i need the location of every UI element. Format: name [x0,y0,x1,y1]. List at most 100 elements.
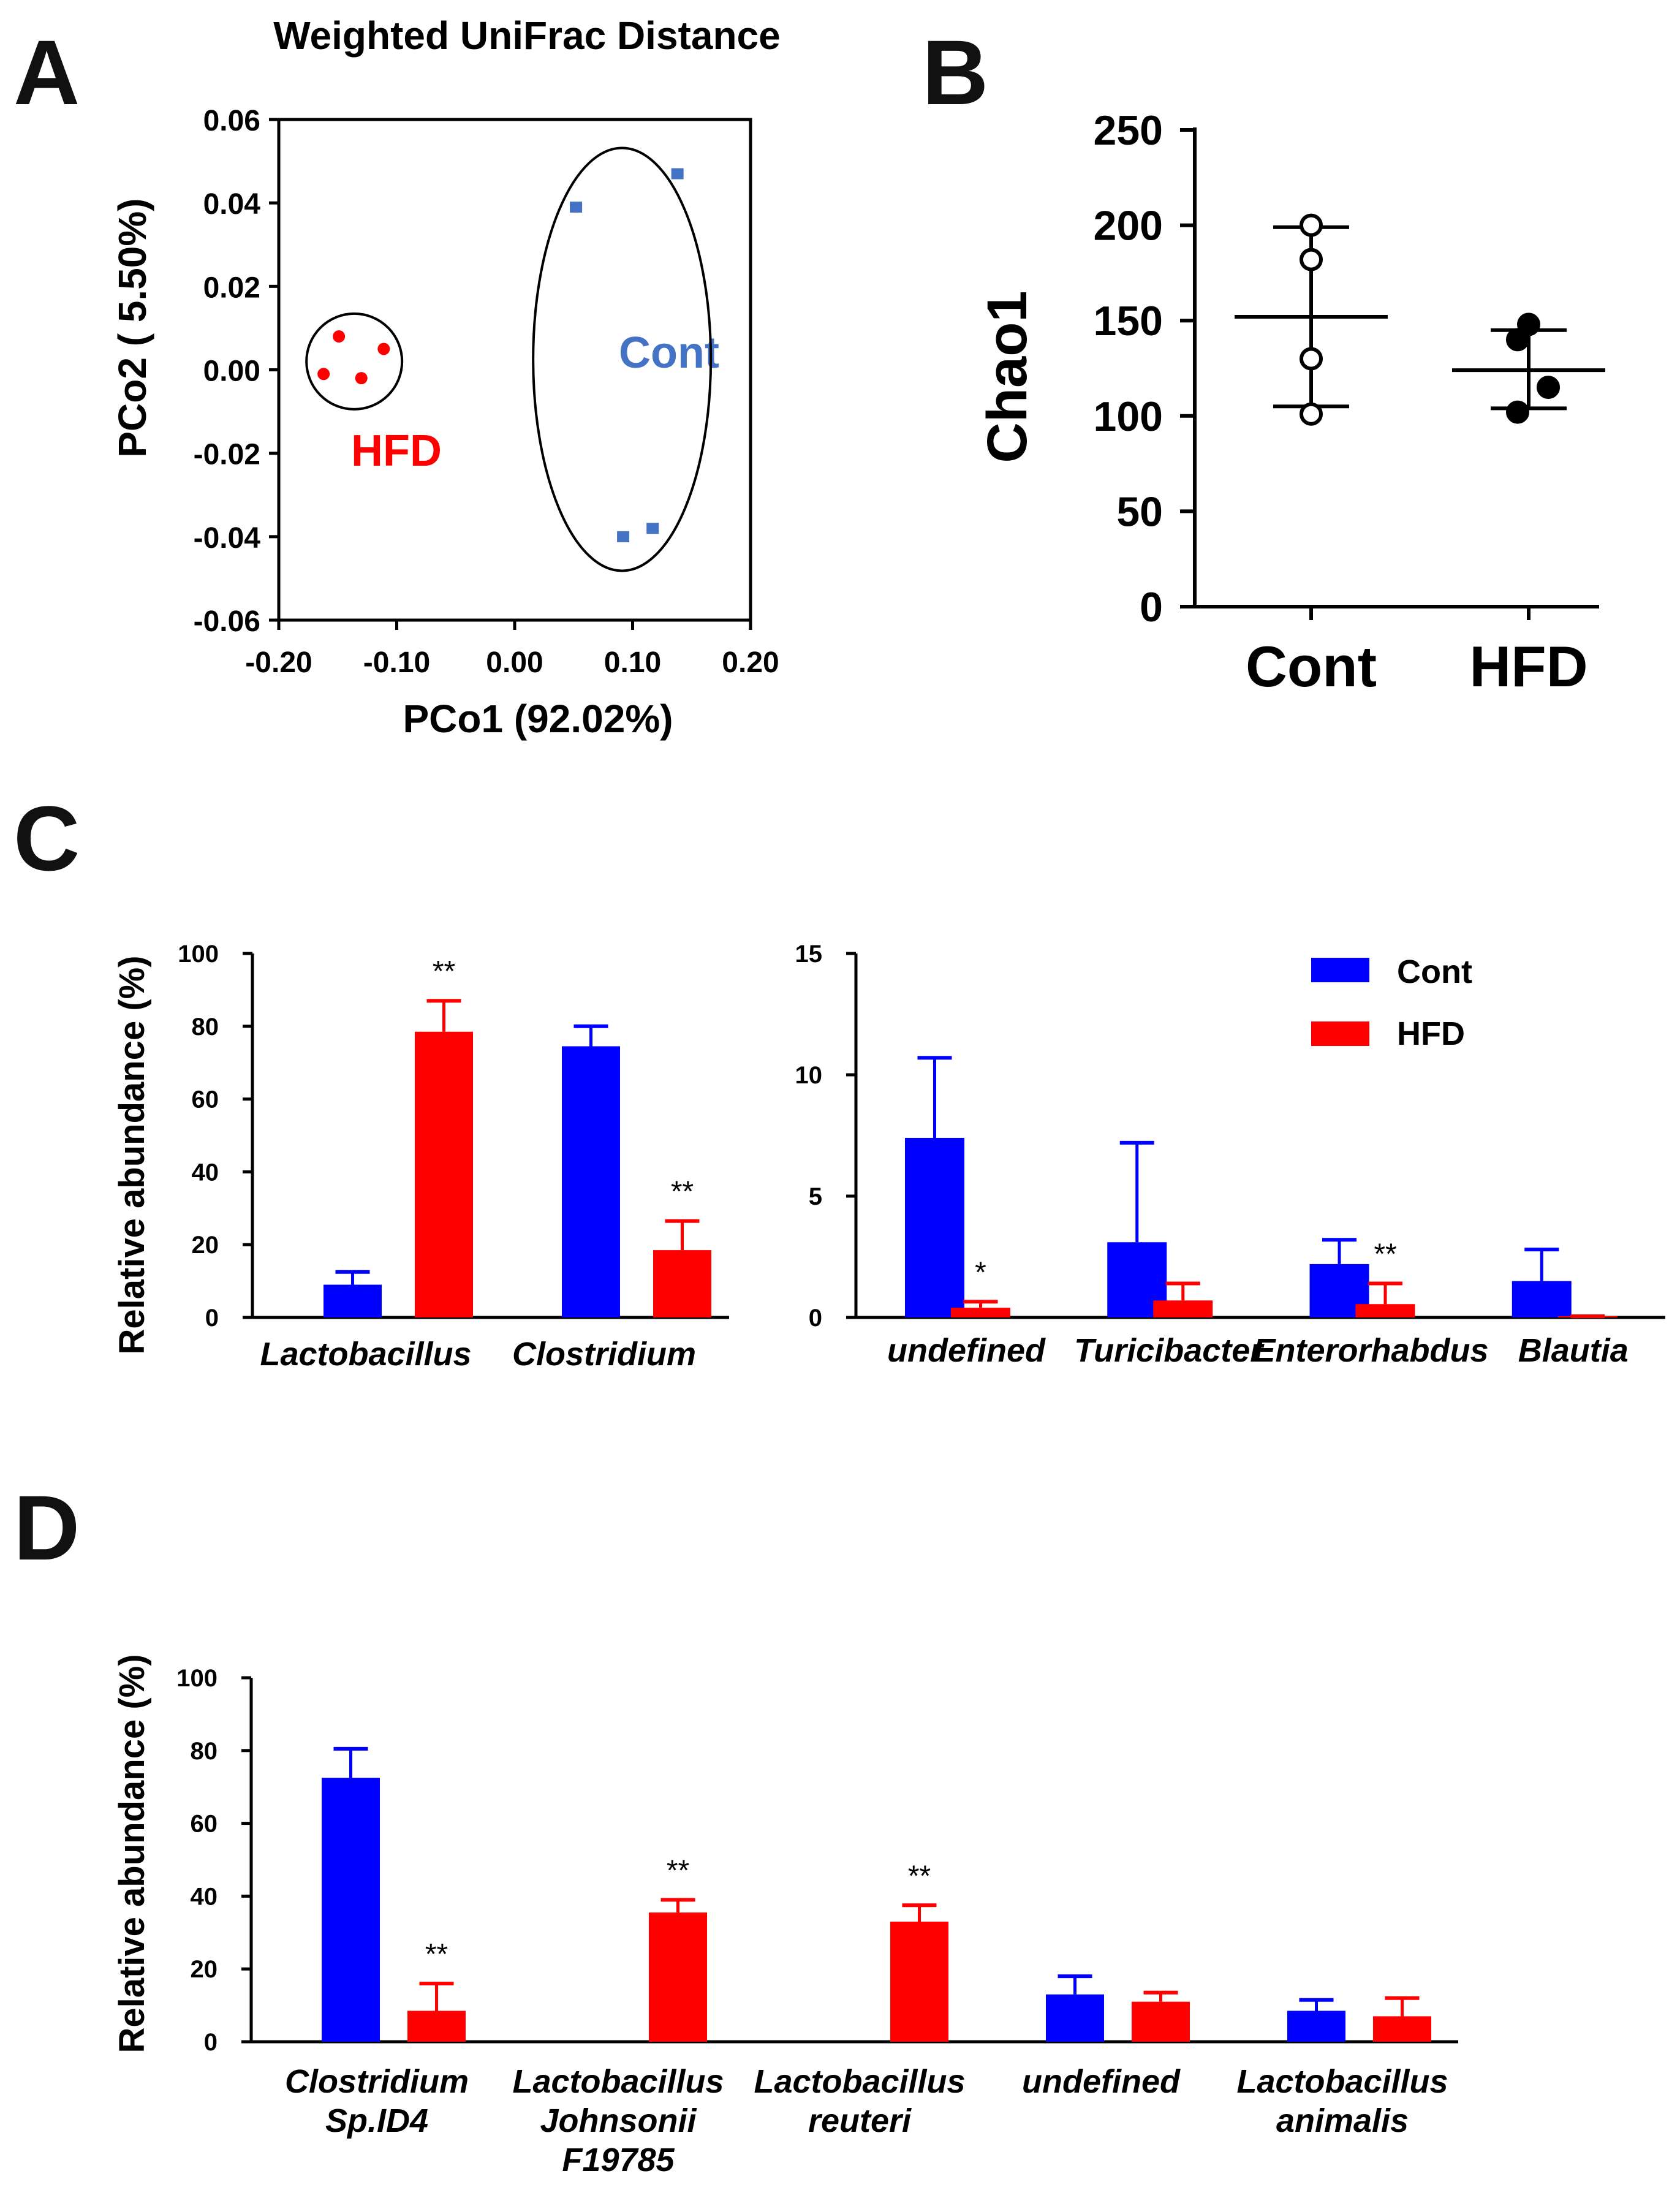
panel-c-right-category-label: Blautia [1518,1332,1629,1369]
panel-c-right-bar [905,1137,964,1317]
legend-swatch-cont [1311,958,1369,982]
cont-scatter-point [671,168,684,180]
panel-b-data-point [1517,313,1540,336]
panel-c-left-ytick-label: 80 [192,1014,219,1040]
panel-d-bar [1132,2001,1190,2042]
panel-d-significance-label: ** [667,1854,689,1887]
panel-c-right-ytick-label: 10 [795,1062,823,1089]
hfd-scatter-point [355,372,368,385]
panel-c-left-category-label: Clostridium [512,1336,696,1373]
panel-c-right-ytick-label: 5 [809,1183,822,1210]
panel-a-xtick-label: 0.00 [486,646,543,679]
hfd-cluster-ellipse [305,312,404,411]
panel-c-right-category-label: Enterorhabdus [1253,1332,1488,1369]
panel-d-ytick-label: 20 [191,1956,218,1983]
panel-b-ytick-label: 200 [1094,203,1163,249]
panel-c-right-ytick-label: 15 [795,941,823,968]
panel-c-right-bar [1512,1281,1572,1317]
panel-c-left-bar [324,1284,382,1317]
panel-a-ytick-label: 0.06 [203,105,260,137]
panel-a-title: Weighted UniFrac Distance [273,13,780,58]
panel-letter-c: C [13,787,80,890]
cont-cluster-ellipse [532,146,713,572]
panel-c-ylabel: Relative abundance (%) [112,955,152,1354]
panel-d-category-label: Johnsonii [540,2102,697,2139]
panel-letter-b: B [922,21,988,124]
panel-c-right-significance-label: * [975,1256,986,1289]
panel-b-data-point [1506,400,1529,424]
panel-a-ylabel: PCo2 ( 5.50%) [110,198,154,457]
panel-c-left-significance-label: ** [671,1176,694,1208]
panel-b-ytick-label: 0 [1140,584,1163,631]
panel-a-xtick-label: -0.10 [363,646,430,679]
panel-d-category-label: Lactobacillus [512,2063,724,2100]
hfd-scatter-point [377,343,390,355]
panel-b-data-point [1300,347,1323,371]
panel-d-bar [1287,2010,1345,2042]
panel-c-right-ytick-label: 0 [809,1305,822,1332]
panel-c-right-category-label: Turicibacter [1074,1332,1265,1369]
panel-d-category-label: Lactobacillus [754,2063,965,2100]
panel-d-category-label: F19785 [562,2142,675,2178]
panel-c-left-ytick-label: 60 [192,1086,219,1113]
panel-b-ytick-label: 150 [1094,298,1163,344]
panel-b-data-point [1506,328,1529,352]
panel-d-ytick-label: 0 [204,2029,218,2056]
panel-b-ytick-label: 250 [1094,107,1163,154]
panel-a-xtick-label: 0.10 [604,646,661,679]
panel-a-ytick-label: -0.06 [194,605,260,638]
panel-c-left-bar [415,1031,473,1317]
panel-d-category-label: Lactobacillus [1236,2063,1448,2100]
cont-scatter-point [570,201,583,213]
panel-b-data-point [1300,402,1323,426]
panel-c-right-bar [1153,1300,1213,1317]
panel-a-ytick-label: 0.02 [203,271,260,304]
panel-d-bar [1046,1994,1104,2042]
panel-c-left-ytick-label: 20 [192,1232,219,1259]
panel-letter-d: D [13,1476,80,1579]
panel-c-right-bar [951,1308,1010,1317]
panel-c-right-bar [1355,1304,1415,1317]
panel-a-xlabel: PCo1 (92.02%) [403,697,673,741]
panel-a-ytick-label: 0.00 [203,355,260,388]
panel-c-right-bar [1557,1316,1618,1317]
panel-d-category-label: undefined [1022,2063,1181,2100]
cont-scatter-point [617,531,630,542]
panel-b-ytick-label: 100 [1094,393,1163,440]
panel-d-significance-label: ** [425,1938,448,1971]
panel-c-left-ytick-label: 0 [205,1305,219,1332]
panel-b-ylabel: Chao1 [976,290,1039,463]
panel-a-ytick-label: 0.04 [203,188,261,221]
panel-b-category-label: Cont [1246,634,1377,699]
hfd-cluster-label: HFD [351,426,442,476]
panel-c-left-ytick-label: 40 [192,1159,219,1186]
panel-d-significance-label: ** [908,1860,931,1892]
panel-b-data-point [1300,248,1323,271]
panel-a-xtick-label: 0.20 [722,646,779,679]
panel-d-bar [322,1778,380,2042]
panel-b-ytick-label: 50 [1116,488,1163,535]
panel-d-ytick-label: 100 [176,1665,218,1692]
legend-swatch-hfd [1311,1021,1369,1046]
panel-d-ytick-label: 40 [191,1883,218,1910]
panel-c-right-significance-label: ** [1374,1238,1396,1271]
panel-a-ytick-label: -0.02 [194,439,260,471]
panel-b-category-label: HFD [1469,634,1587,699]
panel-c-left-ytick-label: 100 [178,941,219,968]
panel-d-category-label: Clostridium [285,2063,469,2100]
hfd-scatter-point [317,368,330,381]
hfd-scatter-point [333,330,346,343]
panel-c-left-significance-label: ** [433,955,455,988]
panel-a-ytick-label: -0.04 [194,522,261,555]
cont-scatter-point [646,523,659,534]
panel-d-bar [407,2010,466,2042]
cont-cluster-label: Cont [619,328,719,377]
panel-d-bar [649,1912,707,2042]
legend-label-hfd: HFD [1397,1015,1465,1052]
dynamic-chart-marks: 0.06 0.04 0.02 0.00 -0.02 -0.04 -0.06 -0.20 -0.1… [176,105,1665,2178]
panel-a-xtick-label: -0.20 [245,646,312,679]
panel-d-ytick-label: 60 [191,1811,218,1838]
panel-d-ylabel: Relative abundance (%) [112,1654,152,2053]
panel-c-right-category-label: undefined [887,1332,1046,1369]
